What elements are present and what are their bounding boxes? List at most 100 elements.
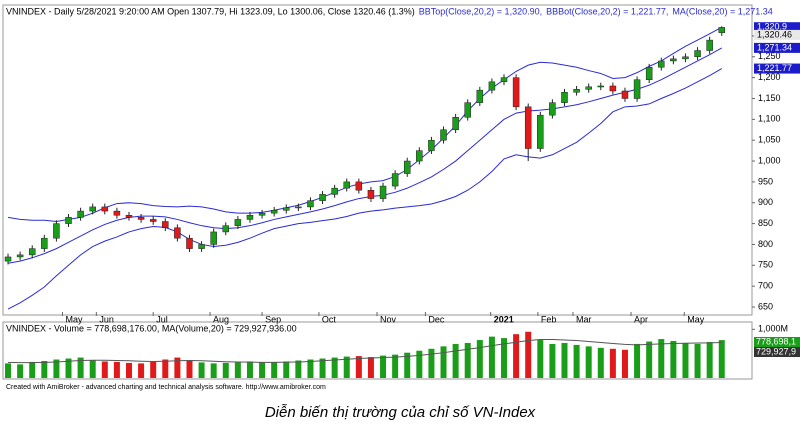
candle-body: [222, 225, 230, 233]
x-tick-label: May: [687, 314, 705, 324]
volume-bar: [549, 343, 556, 378]
candle-body: [658, 60, 665, 68]
candle-body: [343, 181, 350, 189]
legend-entry: BBTop(Close,20,2) = 1,320.90,: [419, 6, 542, 16]
volume-bar: [573, 344, 580, 378]
candle-body: [283, 207, 290, 211]
volume-ma-line: [8, 339, 722, 364]
candle-body: [512, 77, 520, 108]
volume-bar: [476, 340, 483, 378]
price-tag-label: 1,271.34: [757, 42, 792, 52]
overlay-line: [7, 68, 723, 310]
volume-bar: [319, 358, 326, 378]
volume-bar: [41, 360, 48, 378]
price-tag-label: 1,320.46: [757, 29, 792, 39]
chart-title: VNINDEX - Volume = 778,698,176.00, MA(Vo…: [6, 323, 297, 333]
candle-body: [403, 160, 411, 174]
volume-bar: [416, 350, 423, 378]
volume-tag-label: 778,698,1: [756, 336, 796, 346]
price-tag: [754, 42, 800, 53]
volume-bar: [537, 340, 544, 378]
candle-body: [65, 217, 72, 224]
price-tag: [754, 29, 800, 40]
candle-body: [41, 237, 48, 249]
y-tick-label: 1,000M: [758, 324, 788, 334]
candle-body: [101, 206, 109, 212]
volume-bar: [585, 346, 592, 378]
candle-body: [464, 102, 471, 118]
volume-bar: [367, 357, 374, 378]
volume-bar: [174, 357, 181, 378]
volume-bar: [331, 357, 338, 378]
x-tick-label: Jul: [156, 314, 168, 324]
x-tick-label: 2021: [494, 314, 514, 324]
candle-body: [125, 215, 133, 218]
x-tick-label: May: [65, 314, 83, 324]
volume-bar: [718, 340, 725, 378]
x-tick-label: Apr: [634, 314, 648, 324]
volume-bar: [561, 342, 568, 378]
volume-bar: [404, 352, 411, 378]
price-tag-label: 1,221.77: [757, 63, 792, 73]
candle-body: [597, 85, 605, 88]
candle-body: [428, 139, 435, 151]
volume-bar: [17, 364, 24, 378]
candle-body: [16, 254, 24, 258]
volume-bar: [513, 334, 520, 378]
volume-bar: [670, 341, 677, 378]
volume-bar: [464, 342, 471, 378]
candle-body: [694, 50, 701, 58]
candle-body: [149, 219, 157, 222]
volume-bar: [706, 341, 713, 378]
candle-body: [4, 256, 12, 262]
volume-bar: [428, 348, 435, 378]
volume-bar: [307, 359, 314, 378]
candle-body: [258, 212, 266, 216]
candle-body: [295, 206, 302, 209]
volume-bar: [234, 361, 241, 378]
price-tag: [754, 63, 800, 74]
candle-body: [162, 221, 169, 229]
candle-body: [609, 85, 617, 92]
price-tag: [754, 22, 800, 33]
x-tick-label: Nov: [380, 314, 397, 324]
candle-body: [476, 89, 484, 103]
chart-title: VNINDEX - Daily 5/28/2021 9:20:00 AM Ope…: [6, 6, 415, 16]
candle-body: [537, 114, 544, 149]
price-tag-label: 1,320.9: [757, 22, 787, 32]
overlay-line: [7, 26, 722, 223]
volume-bar: [77, 357, 84, 378]
volume-bar: [198, 362, 205, 378]
price-frame: [2, 4, 753, 316]
volume-bar: [501, 338, 508, 378]
footer: Created with AmiBroker - advanced charti…: [6, 384, 326, 391]
y-tick-label: 700: [758, 281, 773, 291]
volume-bar: [138, 363, 145, 378]
volume-bar: [29, 361, 36, 378]
y-tick-label: 1,250: [758, 51, 781, 61]
candle-body: [28, 248, 36, 256]
volume-bar: [210, 363, 217, 378]
candle-body: [319, 194, 326, 201]
candle-body: [89, 206, 96, 212]
candle-body: [440, 129, 447, 141]
volume-tag: [754, 337, 800, 347]
candle-body: [416, 150, 423, 162]
volume-bar: [5, 363, 12, 378]
candle-body: [670, 58, 677, 62]
candle-body: [53, 223, 60, 239]
candle-body: [174, 227, 181, 239]
volume-bar: [283, 361, 290, 378]
x-tick-label: Jun: [99, 314, 114, 324]
volume-ma-tag: [754, 347, 800, 357]
y-tick-label: 900: [758, 197, 773, 207]
x-tick-label: Mar: [576, 314, 592, 324]
volume-bar: [392, 354, 399, 378]
candle-body: [367, 189, 375, 199]
x-tick-label: Dec: [428, 314, 445, 324]
candle-body: [379, 185, 387, 199]
volume-bar: [65, 358, 72, 378]
y-tick-label: 1,050: [758, 135, 781, 145]
volume-bar: [658, 339, 665, 378]
